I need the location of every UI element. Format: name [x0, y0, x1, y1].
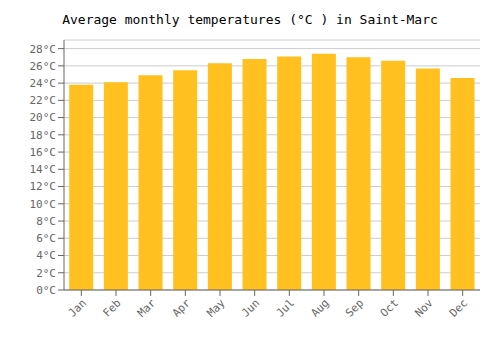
- svg-text:Feb: Feb: [100, 296, 123, 319]
- svg-text:28°C: 28°C: [30, 43, 57, 56]
- svg-text:Mar: Mar: [135, 296, 159, 320]
- svg-text:20°C: 20°C: [30, 111, 57, 124]
- svg-text:Apr: Apr: [170, 296, 194, 320]
- html-text:Average monthly temperatures (: Average monthly temperatures (°C ) in Sa…: [62, 12, 438, 27]
- svg-text:22°C: 22°C: [30, 94, 57, 107]
- svg-text:Sep: Sep: [343, 296, 366, 319]
- svg-text:14°C: 14°C: [30, 163, 57, 176]
- svg-text:Jan: Jan: [66, 296, 89, 319]
- svg-text:0°C: 0°C: [36, 284, 56, 297]
- svg-text:24°C: 24°C: [30, 77, 57, 90]
- svg-text:26°C: 26°C: [30, 60, 57, 73]
- svg-text:18°C: 18°C: [30, 129, 57, 142]
- svg-text:6°C: 6°C: [36, 232, 56, 245]
- svg-text:May: May: [204, 296, 228, 320]
- svg-text:10°C: 10°C: [30, 198, 57, 211]
- svg-text:12°C: 12°C: [30, 180, 57, 193]
- svg-text:8°C: 8°C: [36, 215, 56, 228]
- svg-text:16°C: 16°C: [30, 146, 57, 159]
- svg-text:Jul: Jul: [274, 296, 297, 319]
- svg-text:4°C: 4°C: [36, 249, 56, 262]
- svg-text:Oct: Oct: [378, 296, 401, 319]
- svg-text:Nov: Nov: [412, 296, 436, 320]
- svg-text:2°C: 2°C: [36, 267, 56, 280]
- svg-text:Aug: Aug: [308, 296, 331, 319]
- svg-text:Dec: Dec: [447, 296, 470, 319]
- svg-text:Jun: Jun: [239, 296, 262, 319]
